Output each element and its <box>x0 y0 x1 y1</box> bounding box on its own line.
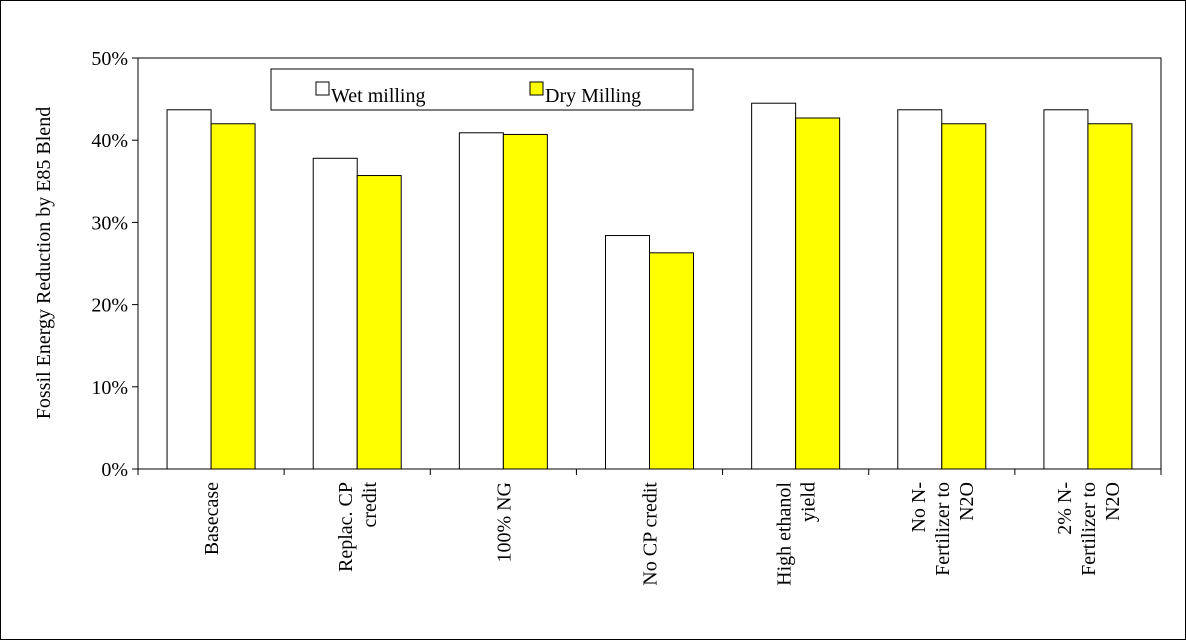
bar-wet-milling <box>312 157 358 470</box>
y-tick-label: 0% <box>101 459 128 481</box>
x-tick-label-line: Fertilizer to <box>1078 482 1100 576</box>
legend-label-wet-milling: Wet milling <box>331 85 426 107</box>
x-tick-label: High ethanol yield <box>774 482 820 586</box>
bar-dry-milling <box>356 175 402 470</box>
x-tick-label-line: yield <box>798 482 820 522</box>
y-tick-label: 30% <box>91 212 128 234</box>
x-tick-label-line: Fertilizer to <box>932 482 954 576</box>
bar-dry-milling <box>941 123 987 470</box>
bar-dry-milling <box>795 117 841 470</box>
x-tick-label-line: High ethanol <box>774 482 796 586</box>
bar-dry-milling <box>649 252 694 470</box>
bar-dry-milling <box>210 123 256 470</box>
x-tick-label-line: 100% NG <box>493 482 515 563</box>
bar-wet-milling <box>1043 109 1089 470</box>
x-tick-label-line: No N- <box>908 482 930 533</box>
x-tick-label: Basecase <box>201 482 223 555</box>
x-tick-label: No CP credit <box>640 482 662 586</box>
y-tick-label: 10% <box>91 377 128 399</box>
y-tick-label: 50% <box>91 48 128 70</box>
x-tick-label: Replac. CP credit <box>335 482 381 572</box>
y-tick-label: 20% <box>91 295 128 317</box>
legend-swatch-dry-milling <box>529 81 544 96</box>
x-tick-label-line: N2O <box>956 482 978 521</box>
bar-dry-milling <box>502 133 548 470</box>
x-tick-label-line: Replac. CP <box>335 482 357 572</box>
y-axis-title: Fossil Energy Reduction by E85 Blend <box>33 107 55 419</box>
legend: Wet milling Dry Milling <box>270 68 694 111</box>
bar-wet-milling <box>166 109 212 470</box>
bar-wet-milling <box>605 235 650 470</box>
bar-wet-milling <box>897 109 943 470</box>
bar-wet-milling <box>458 132 504 470</box>
x-tick-label-line: credit <box>359 482 381 528</box>
bar-wet-milling <box>751 102 797 470</box>
legend-swatch-wet-milling <box>315 81 330 96</box>
bar-dry-milling <box>1087 123 1133 470</box>
legend-label-dry-milling: Dry Milling <box>545 85 641 107</box>
x-tick-label-line: Basecase <box>201 482 223 555</box>
x-tick-label: No N- Fertilizer to N2O <box>908 482 978 576</box>
legend-box <box>270 68 694 111</box>
x-tick-label: 100% NG <box>493 482 515 563</box>
x-tick-label-line: N2O <box>1102 482 1124 521</box>
x-tick-label-line: 2% N- <box>1054 482 1076 535</box>
x-tick-label: 2% N- Fertilizer to N2O <box>1054 482 1124 576</box>
x-tick-label-line: No CP credit <box>640 482 662 586</box>
y-tick-label: 40% <box>91 130 128 152</box>
